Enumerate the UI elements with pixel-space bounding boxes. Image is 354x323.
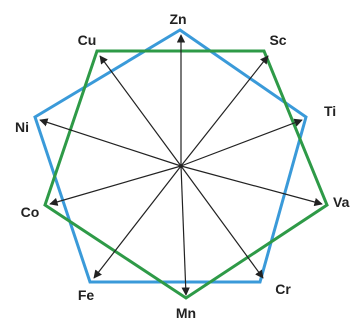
green-polygon [43, 49, 329, 300]
arrow-mn [180, 165, 190, 296]
arrow-group [39, 34, 323, 296]
arrow-cu [99, 55, 182, 167]
label-ni: Ni [15, 119, 29, 135]
arrow-sc [180, 55, 269, 167]
label-va: Va [333, 194, 350, 210]
arrow-va [180, 165, 323, 207]
label-co: Co [21, 204, 40, 220]
label-cu: Cu [78, 32, 97, 48]
label-ti: Ti [324, 103, 336, 119]
arrow-ni [39, 118, 182, 167]
label-cr: Cr [275, 281, 291, 297]
arrow-ti [180, 118, 303, 167]
label-fe: Fe [78, 287, 95, 303]
arrow-fe [93, 165, 182, 279]
arrow-co [49, 165, 182, 206]
label-sc: Sc [269, 32, 286, 48]
arrow-cr [180, 165, 264, 279]
label-mn: Mn [176, 305, 196, 321]
label-zn: Zn [169, 11, 186, 27]
